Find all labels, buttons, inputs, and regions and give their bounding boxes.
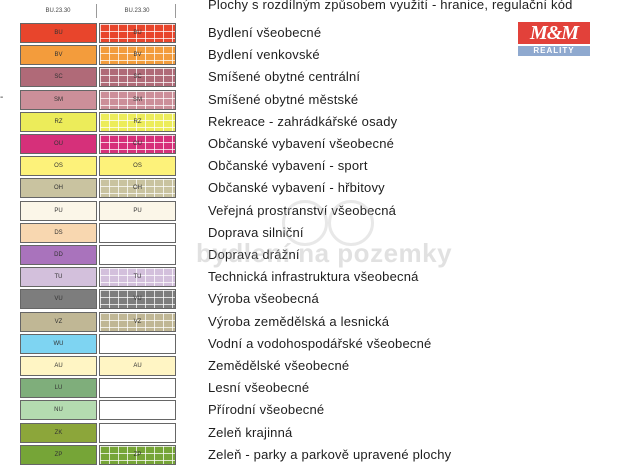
logo-brand: M&M: [518, 22, 590, 44]
pattern-swatch: OS: [99, 156, 176, 177]
pattern-swatch: SC: [99, 67, 176, 88]
legend-row: ZK Zeleň krajinná: [0, 422, 624, 444]
pattern-swatch: [99, 245, 176, 265]
legend-row: ZP ZP Zeleň - parky a parkově upravené plo…: [0, 444, 624, 466]
color-swatch: BU: [20, 23, 97, 43]
color-swatch: BV: [20, 45, 97, 66]
pattern-swatch: ZP: [99, 444, 176, 465]
header-code-col2: BU.23.30: [99, 4, 176, 18]
color-swatch: LU: [20, 378, 97, 399]
legend-label: Občanské vybavení - sport: [208, 158, 368, 174]
legend-row: LU Lesní všeobecné: [0, 377, 624, 399]
pattern-swatch: [99, 222, 176, 243]
legend-row: WU Vodní a vodohospodářské všeobecné: [0, 333, 624, 355]
color-swatch: ZP: [20, 444, 97, 465]
color-swatch: OU: [20, 134, 97, 154]
legend-label: Smíšené obytné městské: [208, 91, 359, 107]
watermark-circle-left: [282, 200, 328, 246]
legend-row: NU Přírodní všeobecné: [0, 399, 624, 421]
color-swatch: AU: [20, 356, 97, 376]
legend-row: SC SC Smíšené obytné centrální: [0, 66, 624, 88]
color-swatch: DS: [20, 222, 97, 243]
pattern-swatch: VU: [99, 289, 176, 310]
legend-label: Výroba zemědělská a lesnická: [208, 313, 390, 329]
pattern-swatch: OU: [99, 134, 176, 154]
legend-label: Zeleň - parky a parkově upravené plochy: [208, 446, 452, 462]
color-swatch: SC: [20, 67, 97, 88]
color-swatch: ZK: [20, 422, 97, 443]
pattern-swatch: OH: [99, 178, 176, 199]
pattern-swatch: BV: [99, 45, 176, 66]
pattern-swatch: [99, 422, 176, 443]
color-swatch: VU: [20, 289, 97, 310]
color-swatch: TU: [20, 267, 97, 288]
color-swatch: SM: [20, 89, 97, 110]
header-code-col1: BU.23.30: [20, 4, 97, 18]
color-swatch: OS: [20, 156, 97, 177]
pattern-swatch: RZ: [99, 111, 176, 132]
pattern-swatch: VZ: [99, 311, 176, 332]
color-swatch: DD: [20, 245, 97, 265]
pattern-swatch: AU: [99, 356, 176, 376]
mm-reality-logo: M&M REALITY: [518, 22, 590, 56]
color-swatch: WU: [20, 333, 97, 354]
legend-label: Vodní a vodohospodářské všeobecné: [208, 335, 432, 351]
legend-row: BU BU Bydlení všeobecné: [0, 22, 624, 44]
legend-row: RZ RZ Rekreace - zahrádkářské osady: [0, 111, 624, 133]
legend-row: OU OU Občanské vybavení všeobecné: [0, 133, 624, 155]
legend-row: VU VU Výroba všeobecná: [0, 288, 624, 310]
color-swatch: OH: [20, 178, 97, 199]
pattern-swatch: [99, 378, 176, 399]
legend-label: Lesní všeobecné: [208, 380, 310, 396]
legend-row: TU TU Technická infrastruktura všeobecná: [0, 266, 624, 288]
pattern-swatch: SM: [99, 89, 176, 110]
legend-row: OH OH Občanské vybavení - hřbitovy: [0, 177, 624, 199]
legend-row: DS Doprava silniční: [0, 222, 624, 244]
legend-row: BV BV Bydlení venkovské: [0, 44, 624, 66]
legend-label: Občanské vybavení všeobecné: [208, 136, 395, 151]
legend-header: BU.23.30 BU.23.30 Plochy s rozdílným způ…: [0, 0, 624, 18]
pattern-swatch: PU: [99, 200, 176, 221]
watermark-text: bydlení na pozemky: [196, 238, 453, 268]
color-swatch: PU: [20, 200, 97, 221]
legend-label: Doprava silniční: [208, 224, 304, 240]
legend-label: Bydlení venkovské: [208, 47, 320, 63]
header-title: Plochy s rozdílným způsobem využití - hr…: [208, 0, 573, 12]
pattern-swatch: TU: [99, 267, 176, 288]
legend-label: Výroba všeobecná: [208, 291, 319, 307]
legend-row: VZ VZ Výroba zemědělská a lesnická: [0, 311, 624, 333]
legend-row: SM SM Smíšené obytné městské: [0, 89, 624, 111]
legend-row: DD Doprava drážní: [0, 244, 624, 266]
legend-label: Doprava drážní: [208, 247, 300, 262]
legend-row: AU AU Zemědělské všeobecné: [0, 355, 624, 377]
logo-sub: REALITY: [518, 46, 590, 56]
legend-label: Občanské vybavení - hřbitovy: [208, 180, 385, 196]
legend-label: Přírodní všeobecné: [208, 402, 325, 418]
legend-label: Technická infrastruktura všeobecná: [208, 269, 419, 285]
pattern-swatch: [99, 400, 176, 421]
pattern-swatch: [99, 333, 176, 354]
color-swatch: NU: [20, 400, 97, 421]
legend-label: Zeleň krajinná: [208, 424, 293, 440]
legend-label: Rekreace - zahrádkářské osady: [208, 113, 398, 129]
watermark-circle-right: [328, 200, 374, 246]
color-swatch: RZ: [20, 111, 97, 132]
legend-row: OS OS Občanské vybavení - sport: [0, 155, 624, 177]
color-swatch: VZ: [20, 311, 97, 332]
legend-label: Zemědělské všeobecné: [208, 358, 350, 373]
pattern-swatch: BU: [99, 23, 176, 43]
left-margin-mark: -: [0, 92, 4, 103]
legend-label: Bydlení všeobecné: [208, 25, 322, 40]
legend-label: Smíšené obytné centrální: [208, 69, 361, 85]
